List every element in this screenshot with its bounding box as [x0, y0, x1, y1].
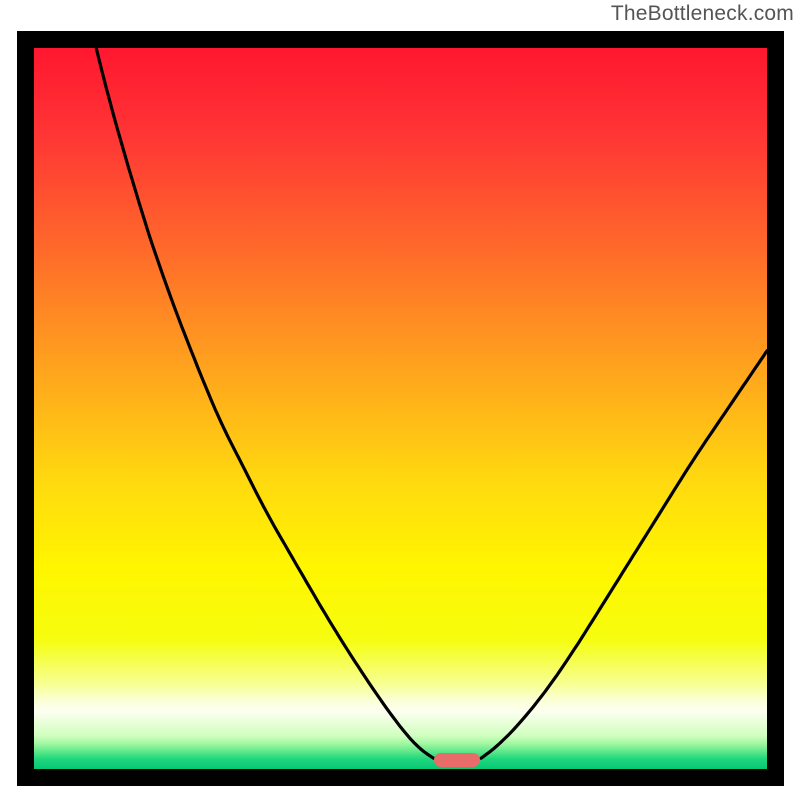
watermark-text: TheBottleneck.com [611, 2, 794, 26]
bottleneck-curve [34, 48, 767, 769]
plot-frame [17, 31, 784, 786]
sweet-spot-marker [434, 753, 480, 767]
chart-container: TheBottleneck.com [0, 0, 800, 800]
